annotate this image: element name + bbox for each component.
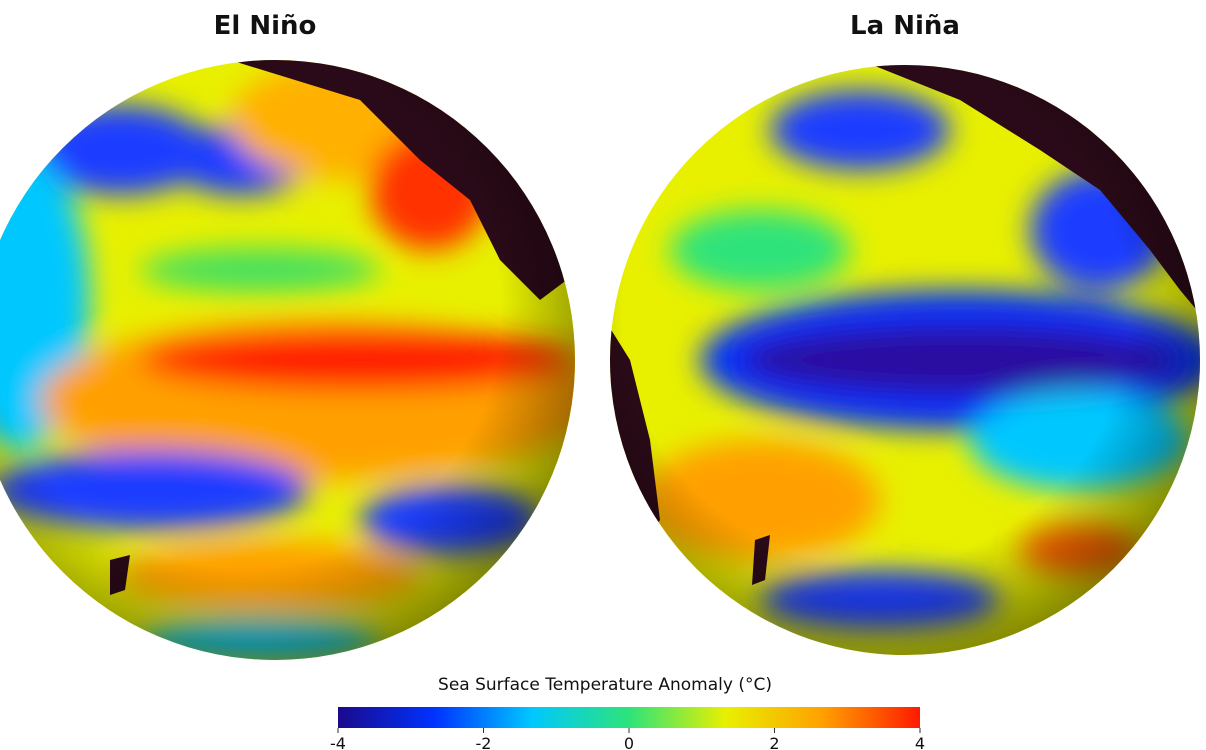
colorbar-tick-label: -2	[476, 734, 492, 750]
colorbar-tick-label: 0	[624, 734, 634, 750]
globe-el-nino	[0, 60, 575, 660]
colorbar	[338, 707, 920, 728]
colorbar-tick-label: 2	[769, 734, 779, 750]
panel-title: El Niño	[214, 11, 317, 41]
colorbar-tick-label: -4	[330, 734, 346, 750]
colorbar-tick-label: 4	[915, 734, 925, 750]
globe-la-nina	[610, 65, 1200, 655]
colorbar-label: Sea Surface Temperature Anomaly (°C)	[438, 675, 772, 695]
panel-title: La Niña	[850, 11, 960, 41]
